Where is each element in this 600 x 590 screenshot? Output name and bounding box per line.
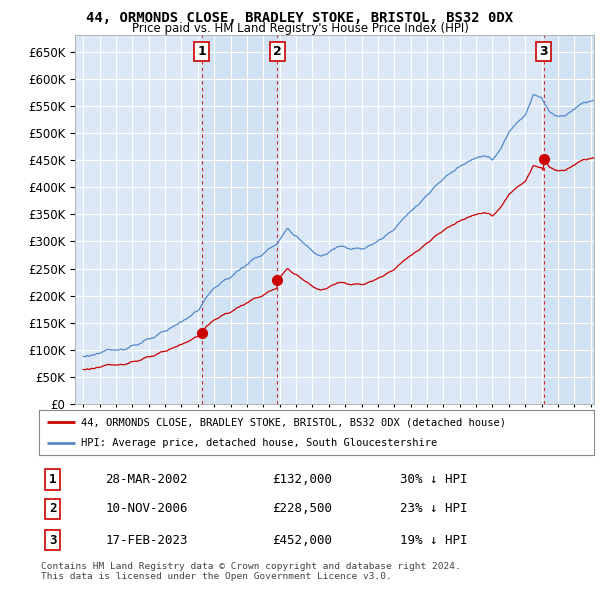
Text: 1: 1 bbox=[197, 45, 206, 58]
Text: £228,500: £228,500 bbox=[272, 502, 332, 516]
Text: 3: 3 bbox=[539, 45, 548, 58]
Text: 3: 3 bbox=[49, 533, 56, 546]
Bar bbox=[202, 35, 277, 404]
Text: 10-NOV-2006: 10-NOV-2006 bbox=[106, 502, 188, 516]
Text: 2: 2 bbox=[49, 502, 56, 516]
Text: 19% ↓ HPI: 19% ↓ HPI bbox=[400, 533, 467, 546]
Text: 1: 1 bbox=[49, 473, 56, 486]
Text: 23% ↓ HPI: 23% ↓ HPI bbox=[400, 502, 467, 516]
Text: 17-FEB-2023: 17-FEB-2023 bbox=[106, 533, 188, 546]
Text: Contains HM Land Registry data © Crown copyright and database right 2024.
This d: Contains HM Land Registry data © Crown c… bbox=[41, 562, 461, 581]
Text: 2: 2 bbox=[273, 45, 282, 58]
Text: Price paid vs. HM Land Registry's House Price Index (HPI): Price paid vs. HM Land Registry's House … bbox=[131, 22, 469, 35]
Text: 44, ORMONDS CLOSE, BRADLEY STOKE, BRISTOL, BS32 0DX (detached house): 44, ORMONDS CLOSE, BRADLEY STOKE, BRISTO… bbox=[80, 417, 506, 427]
Text: £452,000: £452,000 bbox=[272, 533, 332, 546]
Text: HPI: Average price, detached house, South Gloucestershire: HPI: Average price, detached house, Sout… bbox=[80, 438, 437, 448]
Text: 28-MAR-2002: 28-MAR-2002 bbox=[106, 473, 188, 486]
Bar bbox=[544, 35, 594, 404]
Text: £132,000: £132,000 bbox=[272, 473, 332, 486]
Text: 44, ORMONDS CLOSE, BRADLEY STOKE, BRISTOL, BS32 0DX: 44, ORMONDS CLOSE, BRADLEY STOKE, BRISTO… bbox=[86, 11, 514, 25]
Text: 30% ↓ HPI: 30% ↓ HPI bbox=[400, 473, 467, 486]
